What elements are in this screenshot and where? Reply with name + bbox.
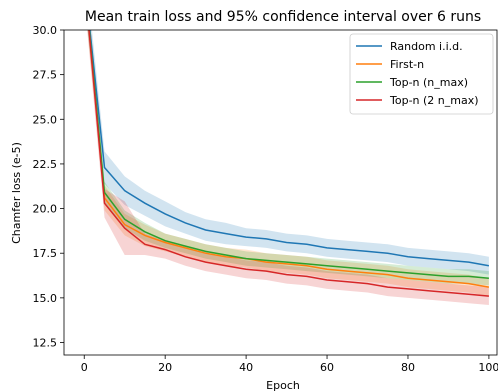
series-line-top-n-2-n-max [88,30,489,297]
legend-label-top-n-2-n-max: Top-n (2 n_max) [389,94,479,107]
legend: Random i.i.d. First-n Top-n (n_max) Top-n (… [349,33,494,115]
y-axis-label: Chamfer loss (e-5) [10,142,23,244]
legend-label-top-n-n-max: Top-n (n_max) [389,76,468,89]
x-axis: 0 20 40 60 80 100 [81,355,498,374]
series-line-top-n-n-max [88,30,489,279]
legend-label-random-i-i-d: Random i.i.d. [390,40,463,53]
series-lines [88,30,490,297]
series-line-random-i-i-d [89,30,490,267]
y-tick-label: 27.5 [33,69,58,82]
x-tick-label: 40 [239,361,253,374]
y-tick-label: 15.0 [33,292,58,305]
y-tick-label: 25.0 [33,113,58,126]
legend-label-first-n: First-n [390,58,424,71]
x-tick-label: 20 [158,361,172,374]
y-tick-label: 20.0 [33,203,58,216]
confidence-bands [87,30,489,305]
x-tick-label: 80 [401,361,415,374]
y-tick-label: 17.5 [33,247,58,260]
y-axis: 12.5 15.0 17.5 20.0 22.5 25.0 27.5 30.0 [33,24,64,350]
series-line-first-n [88,30,490,288]
x-tick-label: 60 [320,361,334,374]
ci-band-random-i-i-d [87,30,489,275]
y-tick-label: 22.5 [33,158,58,171]
legend-box [349,33,494,115]
x-tick-label: 0 [81,361,88,374]
chart-title: Mean train loss and 95% confidence inter… [85,9,481,25]
plot-frame [63,29,498,356]
y-tick-label: 12.5 [33,337,58,350]
x-axis-label: Epoch [266,379,300,391]
y-tick-label: 30.0 [33,24,58,37]
x-tick-label: 100 [478,361,498,374]
